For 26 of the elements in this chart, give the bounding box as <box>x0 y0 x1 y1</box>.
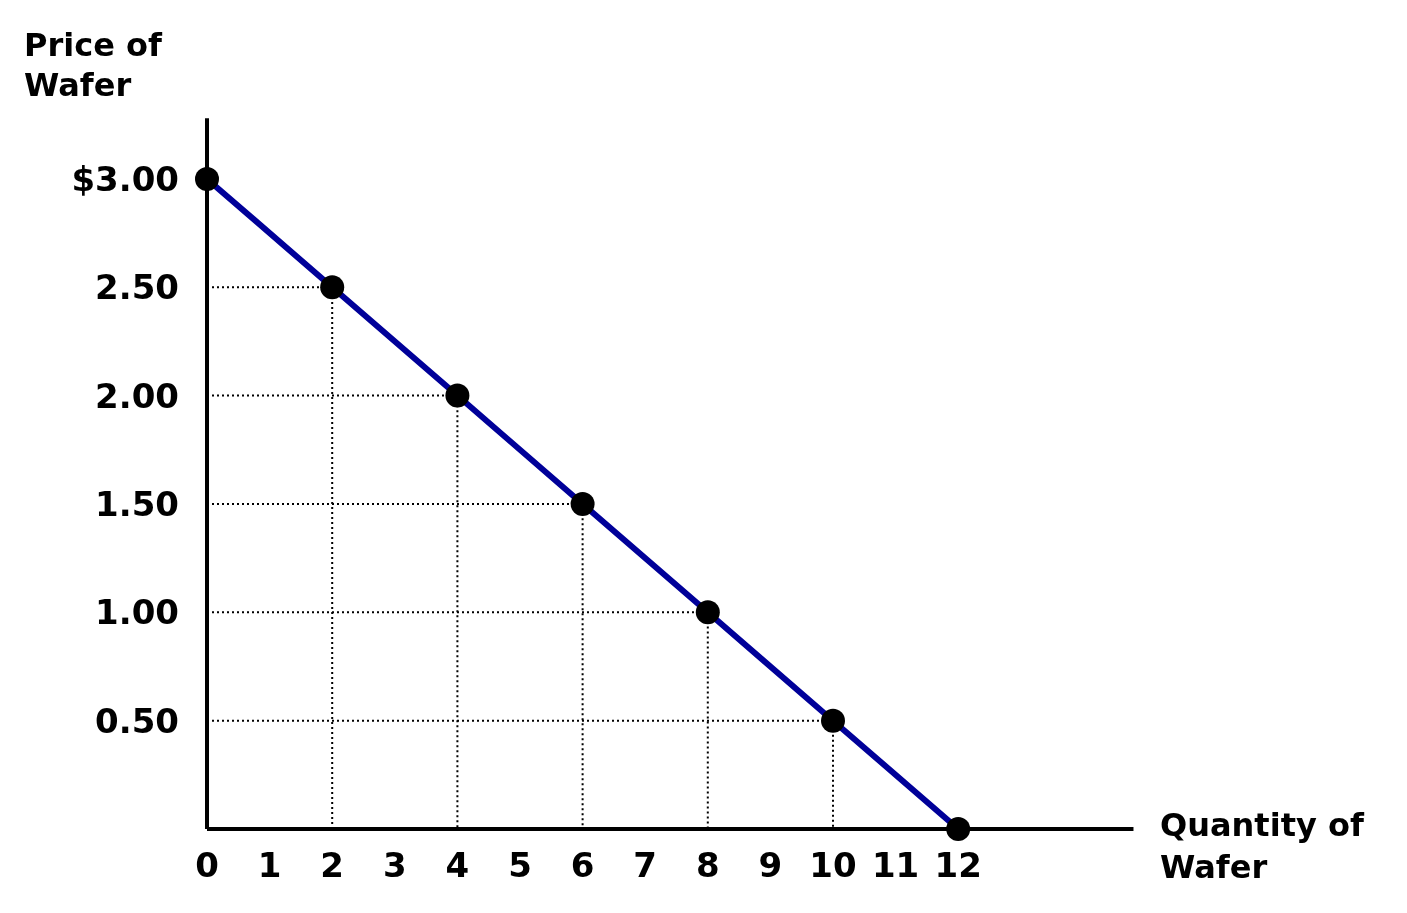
x-tick-label: 0 <box>195 845 219 885</box>
x-tick-label: 6 <box>570 845 595 885</box>
x-tick-label: 4 <box>445 845 470 885</box>
y-tick-label: 0.50 <box>95 700 179 741</box>
y-axis-title: Price of Wafer <box>24 26 163 104</box>
x-axis-title: Quantity of Wafer <box>1160 806 1365 886</box>
x-tick-label: 9 <box>758 845 783 885</box>
point <box>320 275 345 300</box>
x-tick-label: 5 <box>508 845 532 885</box>
y-tick-label: $3.00 <box>71 158 179 199</box>
point <box>570 491 595 516</box>
x-tick-label: 7 <box>633 845 658 885</box>
x-tick-label: 11 <box>871 845 920 885</box>
x-tick-label: 1 <box>257 845 282 885</box>
x-tick-label: 3 <box>382 845 407 885</box>
x-tick-label: 12 <box>934 845 982 885</box>
x-tick-label: 2 <box>320 845 345 885</box>
y-tick-label: 1.00 <box>95 592 179 633</box>
x-tick-label: 8 <box>695 845 720 885</box>
point <box>445 383 470 408</box>
y-tick-label: 2.50 <box>95 267 179 308</box>
y-tick-label: 1.50 <box>95 483 179 524</box>
point <box>821 708 845 733</box>
x-tick-label: 10 <box>809 845 857 885</box>
point <box>695 600 720 625</box>
y-tick-label: 2.00 <box>95 375 179 416</box>
